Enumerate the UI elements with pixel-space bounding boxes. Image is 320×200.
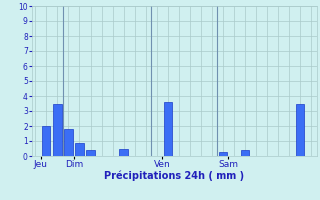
Bar xyxy=(164,102,172,156)
Bar xyxy=(296,104,304,156)
Bar xyxy=(53,104,61,156)
Bar xyxy=(42,126,51,156)
X-axis label: Précipitations 24h ( mm ): Précipitations 24h ( mm ) xyxy=(104,171,244,181)
Bar xyxy=(219,152,227,156)
Bar xyxy=(64,129,73,156)
Bar xyxy=(86,150,95,156)
Bar xyxy=(75,142,84,156)
Bar xyxy=(119,148,128,156)
Bar xyxy=(241,150,249,156)
